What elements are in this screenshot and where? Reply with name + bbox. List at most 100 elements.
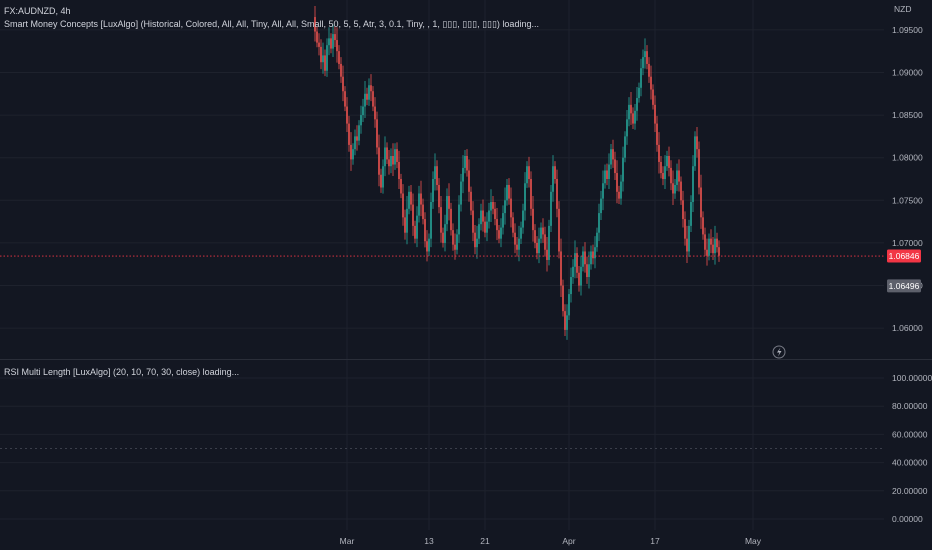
candle-body: [612, 149, 614, 160]
candle-body: [564, 311, 566, 330]
candle-body: [652, 89, 654, 105]
candle-body: [404, 217, 406, 233]
candle-body: [526, 166, 528, 184]
candle-body: [592, 251, 594, 259]
candle-body: [552, 166, 554, 192]
candle-body: [484, 221, 486, 233]
y-tick-label: 1.08500: [892, 110, 923, 120]
candle-body: [444, 224, 446, 243]
candle-body: [504, 200, 506, 214]
candle-body: [410, 191, 412, 205]
rsi-tick-label: 60.00000: [892, 429, 928, 439]
candle-body: [626, 119, 628, 137]
candle-body: [648, 63, 650, 77]
candle-body: [326, 45, 328, 71]
y-tick-label: 1.08000: [892, 153, 923, 163]
candle-body: [362, 106, 364, 116]
candle-body: [580, 266, 582, 286]
candle-body: [682, 200, 684, 220]
candle-body: [432, 179, 434, 203]
candle-body: [678, 170, 680, 182]
candle-body: [672, 183, 674, 194]
candle-body: [510, 198, 512, 218]
lightning-icon: [772, 345, 786, 359]
candle-body: [400, 179, 402, 194]
candle-body: [588, 264, 590, 278]
candle-body: [618, 191, 620, 199]
candle-body: [634, 110, 636, 124]
candle-body: [600, 198, 602, 214]
candle-body: [482, 210, 484, 222]
candle-body: [494, 208, 496, 220]
candle-body: [706, 249, 708, 256]
candle-body: [574, 253, 576, 267]
smc-indicator-legend: Smart Money Concepts [LuxAlgo] (Historic…: [4, 19, 539, 29]
candle-body: [708, 238, 710, 256]
candle-body: [398, 161, 400, 179]
current-price-label: 1.06846: [889, 251, 920, 261]
candle-body: [534, 230, 536, 243]
candle-body: [314, 17, 316, 32]
candle-body: [376, 119, 378, 148]
y-tick-label: 1.07000: [892, 238, 923, 248]
candle-body: [442, 232, 444, 243]
candle-body: [656, 123, 658, 145]
candle-body: [496, 219, 498, 231]
candle-body: [424, 219, 426, 242]
candle-body: [324, 55, 326, 71]
candle-body: [476, 238, 478, 248]
lightning-icon: [777, 347, 782, 357]
candle-body: [624, 136, 626, 158]
candle-body: [688, 225, 690, 252]
candle-body: [352, 149, 354, 160]
candle-body: [360, 115, 362, 126]
candle-body: [686, 238, 688, 252]
candle-body: [464, 155, 466, 168]
candle-body: [450, 208, 452, 231]
candle-body: [426, 241, 428, 252]
candle-body: [716, 238, 718, 248]
candle-body: [354, 136, 356, 150]
candle-body: [566, 315, 568, 330]
candle-body: [556, 179, 558, 209]
candle-body: [628, 104, 630, 120]
candle-body: [572, 266, 574, 278]
candle-body: [418, 193, 420, 216]
candle-body: [488, 210, 490, 222]
candle-body: [422, 204, 424, 220]
candle-body: [438, 184, 440, 208]
candle-body: [562, 285, 564, 312]
candle-body: [550, 191, 552, 226]
candle-body: [608, 164, 610, 179]
candle-body: [468, 170, 470, 192]
candle-body: [528, 166, 530, 179]
candle-body: [632, 113, 634, 124]
y-tick-label: 1.09500: [892, 25, 923, 35]
candle-body: [386, 147, 388, 160]
candle-body: [500, 227, 502, 239]
candle-body: [342, 76, 344, 92]
candle-body: [658, 144, 660, 162]
candle-body: [346, 106, 348, 124]
candle-body: [570, 277, 572, 295]
ref-price-label: 1.06496: [889, 281, 920, 291]
candle-body: [524, 183, 526, 211]
candle-body: [638, 87, 640, 99]
pane-separator[interactable]: [0, 359, 932, 360]
candle-body: [520, 227, 522, 239]
candle-body: [694, 136, 696, 167]
candle-body: [690, 202, 692, 226]
candle-body: [584, 251, 586, 265]
x-tick-label: 13: [424, 536, 434, 546]
candle-body: [368, 85, 370, 100]
candle-body: [662, 173, 664, 179]
y-tick-label: 1.09000: [892, 67, 923, 77]
rsi-tick-label: 0.00000: [892, 514, 923, 524]
candle-body: [380, 174, 382, 188]
candle-body: [676, 170, 678, 185]
candle-body: [596, 232, 598, 248]
candle-body: [714, 238, 716, 254]
candle-body: [402, 193, 404, 218]
candle-body: [518, 238, 520, 250]
